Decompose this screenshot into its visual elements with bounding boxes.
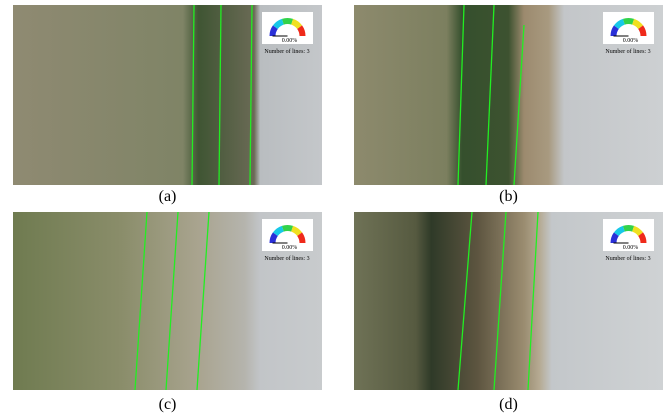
caption: (c) bbox=[13, 396, 322, 414]
image-panel: 0.00% Number of lines: 3 bbox=[13, 5, 322, 185]
gauge-arc bbox=[624, 228, 633, 229]
gauge-arc bbox=[283, 228, 292, 229]
image-panel: 0.00% Number of lines: 3 bbox=[354, 212, 663, 390]
gauge-arc bbox=[273, 234, 276, 243]
gauge-value: 0.00% bbox=[623, 38, 639, 44]
gauge-value: 0.00% bbox=[282, 245, 298, 251]
gauge-arc bbox=[273, 27, 276, 36]
aerial-image: 0.00% Number of lines: 3 bbox=[354, 212, 663, 390]
lines-count: Number of lines: 3 bbox=[264, 48, 309, 55]
image-panel: 0.00% Number of lines: 3 bbox=[13, 212, 322, 390]
gauge-value: 0.00% bbox=[282, 38, 298, 44]
gauge-value: 0.00% bbox=[623, 245, 639, 251]
image-panel: 0.00% Number of lines: 3 bbox=[354, 5, 663, 185]
gauge-arc bbox=[300, 234, 303, 243]
lines-count: Number of lines: 3 bbox=[264, 255, 309, 262]
figure: 0.00% Number of lines: 3 (a) 0.00% Number of… bbox=[0, 0, 665, 416]
lines-count: Number of lines: 3 bbox=[605, 255, 650, 262]
caption: (d) bbox=[354, 396, 663, 414]
gauge-arc bbox=[614, 234, 617, 243]
gauge-arc bbox=[641, 234, 644, 243]
lines-count: Number of lines: 3 bbox=[605, 48, 650, 55]
aerial-image: 0.00% Number of lines: 3 bbox=[13, 5, 322, 185]
aerial-image: 0.00% Number of lines: 3 bbox=[354, 5, 663, 185]
caption: (a) bbox=[13, 188, 322, 206]
gauge-arc bbox=[624, 21, 633, 22]
gauge-arc bbox=[641, 27, 644, 36]
caption: (b) bbox=[354, 188, 663, 206]
gauge-arc bbox=[614, 27, 617, 36]
aerial-image: 0.00% Number of lines: 3 bbox=[13, 212, 322, 390]
gauge-arc bbox=[283, 21, 292, 22]
gauge-arc bbox=[300, 27, 303, 36]
